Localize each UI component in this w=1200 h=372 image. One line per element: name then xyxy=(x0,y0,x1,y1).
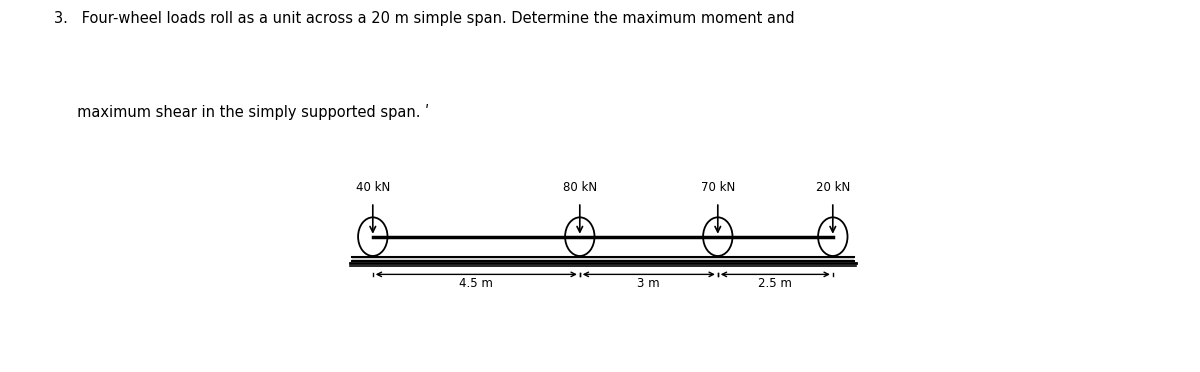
Text: 3.   Four-wheel loads roll as a unit across a 20 m simple span. Determine the ma: 3. Four-wheel loads roll as a unit acros… xyxy=(54,11,794,26)
Text: 80 kN: 80 kN xyxy=(563,181,596,194)
Text: 3 m: 3 m xyxy=(637,277,660,289)
Text: 4.5 m: 4.5 m xyxy=(460,277,493,289)
Bar xyxy=(352,257,853,262)
Text: 70 kN: 70 kN xyxy=(701,181,734,194)
Text: 2.5 m: 2.5 m xyxy=(758,277,792,289)
Text: 40 kN: 40 kN xyxy=(355,181,390,194)
Text: maximum shear in the simply supported span. ʹ: maximum shear in the simply supported sp… xyxy=(54,104,430,120)
Text: 20 kN: 20 kN xyxy=(816,181,850,194)
